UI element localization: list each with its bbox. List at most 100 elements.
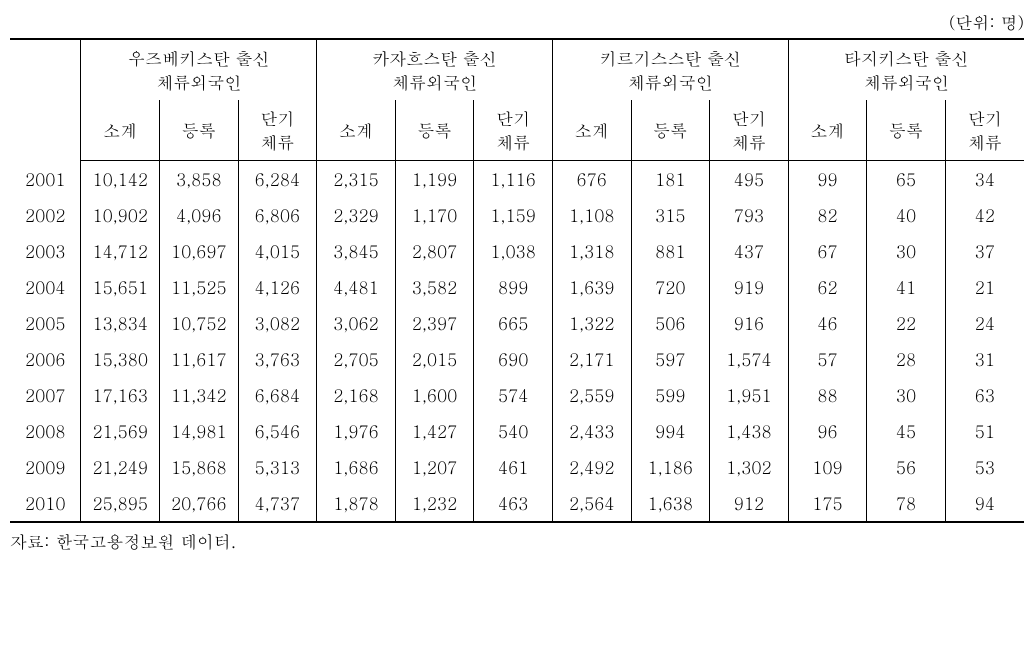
cell-value: 30 [867, 233, 946, 269]
cell-value: 916 [710, 305, 789, 341]
cell-value: 994 [631, 413, 710, 449]
cell-year: 2004 [10, 269, 81, 305]
cell-value: 3,582 [395, 269, 474, 305]
cell-value: 1,600 [395, 377, 474, 413]
cell-value: 919 [710, 269, 789, 305]
cell-value: 57 [788, 341, 867, 377]
cell-value: 31 [945, 341, 1024, 377]
cell-value: 597 [631, 341, 710, 377]
cell-value: 1,427 [395, 413, 474, 449]
cell-value: 53 [945, 449, 1024, 485]
cell-value: 599 [631, 377, 710, 413]
header-group-3: 타지키스탄 출신 체류외국인 [788, 39, 1024, 100]
table-row: 200821,56914,9816,5461,9761,4275402,4339… [10, 413, 1024, 449]
cell-value: 899 [474, 269, 553, 305]
cell-year: 2009 [10, 449, 81, 485]
header-group-2-line2: 체류외국인 [628, 70, 713, 94]
header-group-0-line1: 우즈베키스탄 출신 [128, 46, 270, 70]
cell-value: 96 [788, 413, 867, 449]
cell-value: 1,574 [710, 341, 789, 377]
cell-value: 11,617 [160, 341, 239, 377]
header-group-3-line2: 체류외국인 [864, 70, 949, 94]
table-row: 200513,83410,7523,0823,0622,3976651,3225… [10, 305, 1024, 341]
table-body: 200110,1423,8586,2842,3151,1991,11667618… [10, 161, 1024, 523]
cell-value: 15,651 [81, 269, 160, 305]
cell-value: 67 [788, 233, 867, 269]
cell-value: 1,322 [552, 305, 631, 341]
header-group-3-line1: 타지키스탄 출신 [844, 46, 969, 70]
cell-value: 42 [945, 197, 1024, 233]
cell-value: 665 [474, 305, 553, 341]
cell-value: 10,697 [160, 233, 239, 269]
cell-year: 2002 [10, 197, 81, 233]
cell-value: 1,108 [552, 197, 631, 233]
sub-subtotal-3: 소계 [788, 100, 867, 161]
cell-value: 175 [788, 485, 867, 522]
cell-value: 881 [631, 233, 710, 269]
header-group-2-line1: 키르기스스탄 출신 [599, 46, 741, 70]
cell-year: 2010 [10, 485, 81, 522]
cell-value: 34 [945, 161, 1024, 198]
cell-value: 4,481 [317, 269, 396, 305]
cell-value: 3,763 [238, 341, 317, 377]
cell-value: 62 [788, 269, 867, 305]
cell-value: 1,199 [395, 161, 474, 198]
cell-value: 21,569 [81, 413, 160, 449]
cell-value: 10,902 [81, 197, 160, 233]
sub-shortstay-2-l1: 단기 [732, 106, 766, 130]
header-group-1-line2: 체류외국인 [392, 70, 477, 94]
cell-value: 94 [945, 485, 1024, 522]
cell-year: 2006 [10, 341, 81, 377]
cell-value: 1,438 [710, 413, 789, 449]
cell-value: 51 [945, 413, 1024, 449]
cell-value: 2,433 [552, 413, 631, 449]
sub-shortstay-0-l1: 단기 [260, 106, 294, 130]
cell-value: 21 [945, 269, 1024, 305]
cell-value: 912 [710, 485, 789, 522]
sub-registered-2: 등록 [631, 100, 710, 161]
sub-subtotal-2: 소계 [552, 100, 631, 161]
cell-value: 1,116 [474, 161, 553, 198]
header-group-0: 우즈베키스탄 출신 체류외국인 [81, 39, 317, 100]
sub-shortstay-3: 단기 체류 [945, 100, 1024, 161]
cell-value: 65 [867, 161, 946, 198]
cell-value: 2,315 [317, 161, 396, 198]
cell-value: 10,752 [160, 305, 239, 341]
cell-value: 13,834 [81, 305, 160, 341]
cell-value: 2,168 [317, 377, 396, 413]
sub-registered-3: 등록 [867, 100, 946, 161]
table-row: 200110,1423,8586,2842,3151,1991,11667618… [10, 161, 1024, 198]
header-year [10, 39, 81, 161]
sub-shortstay-3-l1: 단기 [968, 106, 1002, 130]
cell-value: 11,525 [160, 269, 239, 305]
header-sub-row: 소계 등록 단기 체류 소계 등록 단기 체류 소계 등록 단기 체류 소계 등… [10, 100, 1024, 161]
cell-value: 690 [474, 341, 553, 377]
cell-value: 4,096 [160, 197, 239, 233]
cell-value: 45 [867, 413, 946, 449]
cell-value: 24 [945, 305, 1024, 341]
cell-value: 720 [631, 269, 710, 305]
cell-value: 41 [867, 269, 946, 305]
cell-value: 56 [867, 449, 946, 485]
table-row: 200415,65111,5254,1264,4813,5828991,6397… [10, 269, 1024, 305]
cell-value: 6,806 [238, 197, 317, 233]
table-row: 200615,38011,6173,7632,7052,0156902,1715… [10, 341, 1024, 377]
source-label: 자료: 한국고용정보원 데이터. [10, 529, 1024, 553]
cell-value: 4,126 [238, 269, 317, 305]
cell-value: 20,766 [160, 485, 239, 522]
cell-value: 1,159 [474, 197, 553, 233]
cell-value: 3,845 [317, 233, 396, 269]
cell-year: 2001 [10, 161, 81, 198]
cell-value: 1,170 [395, 197, 474, 233]
cell-value: 3,062 [317, 305, 396, 341]
cell-value: 22 [867, 305, 946, 341]
cell-value: 2,705 [317, 341, 396, 377]
header-group-0-line2: 체류외국인 [156, 70, 241, 94]
sub-shortstay-1-l2: 체류 [496, 130, 530, 154]
cell-year: 2005 [10, 305, 81, 341]
cell-value: 6,284 [238, 161, 317, 198]
cell-value: 30 [867, 377, 946, 413]
cell-value: 1,038 [474, 233, 553, 269]
cell-value: 506 [631, 305, 710, 341]
header-group-1: 카자흐스탄 출신 체류외국인 [317, 39, 553, 100]
